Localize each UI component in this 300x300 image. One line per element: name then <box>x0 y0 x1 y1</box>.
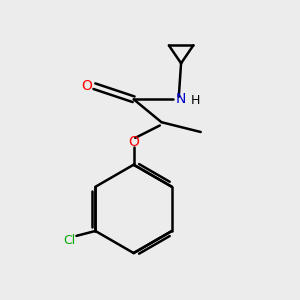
Text: Cl: Cl <box>63 234 75 247</box>
Text: H: H <box>191 94 200 107</box>
Text: O: O <box>128 135 139 149</box>
Text: O: O <box>81 79 92 93</box>
Text: N: N <box>176 92 186 106</box>
